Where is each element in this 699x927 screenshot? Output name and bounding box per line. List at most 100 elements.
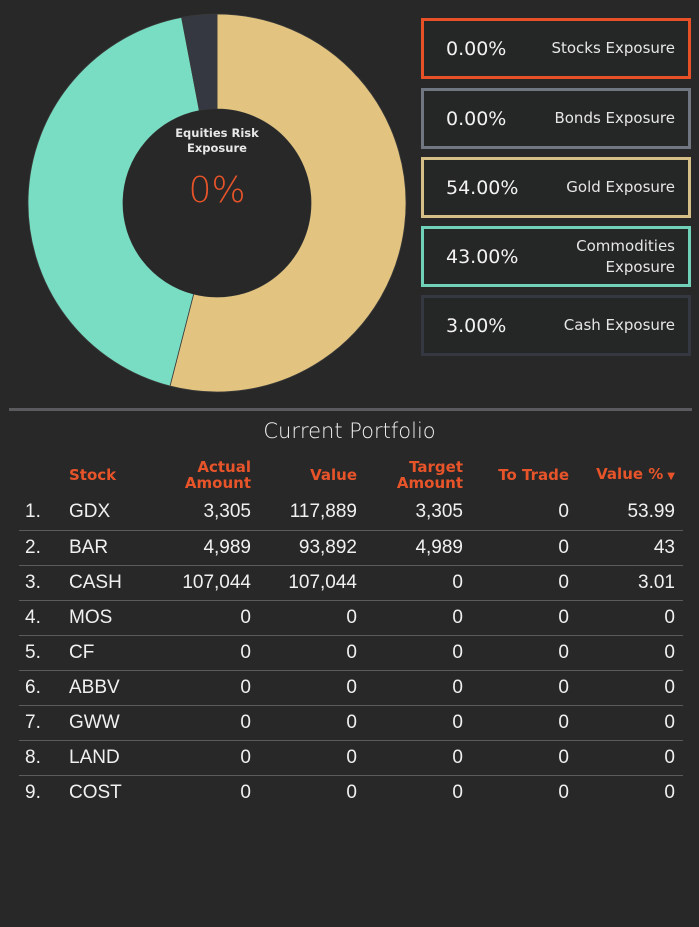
row-index: 6. bbox=[19, 670, 69, 706]
row-to-trade: 0 bbox=[463, 495, 569, 531]
commodities-exposure-card: 43.00% Commodities Exposure bbox=[421, 226, 691, 287]
exposure-label: Commodities Exposure bbox=[576, 236, 675, 276]
table-body: 1. GDX 3,305 117,889 3,305 0 53.99 2. BAR 4,989 93… bbox=[19, 495, 683, 810]
row-target-amount: 4,989 bbox=[357, 530, 463, 566]
header-value-percent[interactable]: Value % ▼ bbox=[569, 455, 683, 495]
exposure-label: Gold Exposure bbox=[566, 178, 675, 196]
table-row: 9. COST 0 0 0 0 0 bbox=[19, 775, 683, 810]
row-actual-amount: 0 bbox=[240, 781, 251, 803]
table-row: 3. CASH 107,044 107,044 0 0 3.01 bbox=[19, 565, 683, 601]
row-value-percent: 43 bbox=[569, 530, 683, 566]
row-index: 8. bbox=[19, 740, 69, 776]
exposure-percent: 54.00% bbox=[446, 176, 519, 199]
table-row: 4. MOS 0 0 0 0 0 bbox=[19, 600, 683, 636]
exposure-label: Bonds Exposure bbox=[554, 109, 675, 127]
row-actual-amount: 0 bbox=[159, 635, 251, 671]
cash-exposure-card: 3.00% Cash Exposure bbox=[421, 295, 691, 356]
row-actual-amount: 0 bbox=[159, 670, 251, 706]
row-stock: LAND bbox=[69, 740, 159, 776]
row-actual-amount: 0 bbox=[159, 740, 251, 776]
row-value-percent: 0 bbox=[569, 670, 683, 706]
row-target-amount: 0 bbox=[357, 565, 463, 601]
row-index: 7. bbox=[19, 705, 69, 741]
row-stock: CF bbox=[69, 635, 159, 671]
row-target-amount: 0 bbox=[357, 740, 463, 776]
row-actual-amount: 0 bbox=[159, 600, 251, 636]
header-actual-amount[interactable]: Actual Amount bbox=[159, 455, 251, 495]
exposure-label: Cash Exposure bbox=[563, 316, 675, 334]
header-index bbox=[19, 455, 69, 495]
row-stock: MOS bbox=[69, 600, 159, 636]
row-value-percent: 0 bbox=[569, 635, 683, 671]
row-value: 0 bbox=[251, 740, 357, 776]
row-stock: GDX bbox=[69, 495, 159, 531]
row-index: 2. bbox=[19, 530, 69, 566]
row-to-trade: 0 bbox=[463, 530, 569, 566]
row-target-amount: 3,305 bbox=[357, 495, 463, 531]
header-value-percent-label: Value % bbox=[596, 464, 664, 483]
bonds-exposure-card: 0.00% Bonds Exposure bbox=[421, 88, 691, 149]
row-index: 4. bbox=[19, 600, 69, 636]
table-row: 1. GDX 3,305 117,889 3,305 0 53.99 bbox=[19, 495, 683, 531]
row-target-amount: 0 bbox=[357, 635, 463, 671]
row-to-trade: 0 bbox=[463, 670, 569, 706]
exposure-label: Stocks Exposure bbox=[551, 39, 675, 57]
table-header-row: Stock Actual Amount Value Target Amount … bbox=[19, 455, 683, 495]
row-stock: CASH bbox=[69, 565, 159, 601]
row-actual-amount: 0 bbox=[159, 705, 251, 741]
table-row: 8. LAND 0 0 0 0 0 bbox=[19, 740, 683, 776]
header-to-trade[interactable]: To Trade bbox=[498, 466, 569, 484]
stocks-exposure-card: 0.00% Stocks Exposure bbox=[421, 18, 691, 79]
row-index: 1. bbox=[19, 495, 69, 531]
table-row: 6. ABBV 0 0 0 0 0 bbox=[19, 670, 683, 706]
header-target-amount[interactable]: Target Amount bbox=[357, 455, 463, 495]
section-divider bbox=[9, 408, 692, 411]
row-value: 0 bbox=[346, 781, 357, 803]
donut-svg bbox=[27, 13, 407, 393]
row-actual-amount: 4,989 bbox=[159, 530, 251, 566]
row-to-trade: 0 bbox=[463, 705, 569, 741]
exposure-percent: 0.00% bbox=[446, 107, 507, 130]
row-value: 0 bbox=[251, 670, 357, 706]
row-index: 5. bbox=[19, 635, 69, 671]
row-to-trade: 0 bbox=[463, 635, 569, 671]
row-value-percent: 0 bbox=[569, 740, 683, 776]
donut-hole bbox=[123, 109, 311, 297]
exposure-donut-chart: Equities Risk Exposure 0% bbox=[20, 6, 414, 400]
row-target-amount: 0 bbox=[357, 705, 463, 741]
row-value: 0 bbox=[251, 635, 357, 671]
row-actual-amount: 3,305 bbox=[159, 495, 251, 531]
row-stock: COST bbox=[69, 781, 122, 803]
row-actual-amount: 107,044 bbox=[159, 565, 251, 601]
gold-exposure-card: 54.00% Gold Exposure bbox=[421, 157, 691, 218]
row-value-percent: 53.99 bbox=[569, 495, 683, 531]
row-value: 107,044 bbox=[251, 565, 357, 601]
row-to-trade: 0 bbox=[463, 600, 569, 636]
row-to-trade: 0 bbox=[463, 740, 569, 776]
row-target-amount: 0 bbox=[357, 600, 463, 636]
table-row: 2. BAR 4,989 93,892 4,989 0 43 bbox=[19, 530, 683, 566]
row-value: 0 bbox=[251, 705, 357, 741]
header-target-amount-label: Target Amount bbox=[396, 458, 463, 492]
header-value[interactable]: Value bbox=[310, 466, 357, 484]
exposure-percent: 3.00% bbox=[446, 314, 507, 337]
row-value: 117,889 bbox=[251, 495, 357, 531]
row-index: 9. bbox=[25, 781, 41, 803]
row-value: 0 bbox=[251, 600, 357, 636]
row-value-percent: 0 bbox=[569, 705, 683, 741]
header-stock[interactable]: Stock bbox=[69, 466, 117, 484]
row-index: 3. bbox=[19, 565, 69, 601]
table-row: 5. CF 0 0 0 0 0 bbox=[19, 635, 683, 671]
row-target-amount: 0 bbox=[357, 670, 463, 706]
exposure-percent: 0.00% bbox=[446, 37, 507, 60]
row-value: 93,892 bbox=[251, 530, 357, 566]
row-value-percent: 0 bbox=[569, 600, 683, 636]
row-stock: ABBV bbox=[69, 670, 159, 706]
table-title: Current Portfolio bbox=[263, 419, 436, 443]
row-value-percent: 3.01 bbox=[569, 565, 683, 601]
row-target-amount: 0 bbox=[452, 781, 463, 803]
row-value-percent: 0 bbox=[664, 781, 675, 803]
table-row: 7. GWW 0 0 0 0 0 bbox=[19, 705, 683, 741]
row-stock: BAR bbox=[69, 530, 159, 566]
portfolio-table: Stock Actual Amount Value Target Amount … bbox=[19, 455, 683, 810]
